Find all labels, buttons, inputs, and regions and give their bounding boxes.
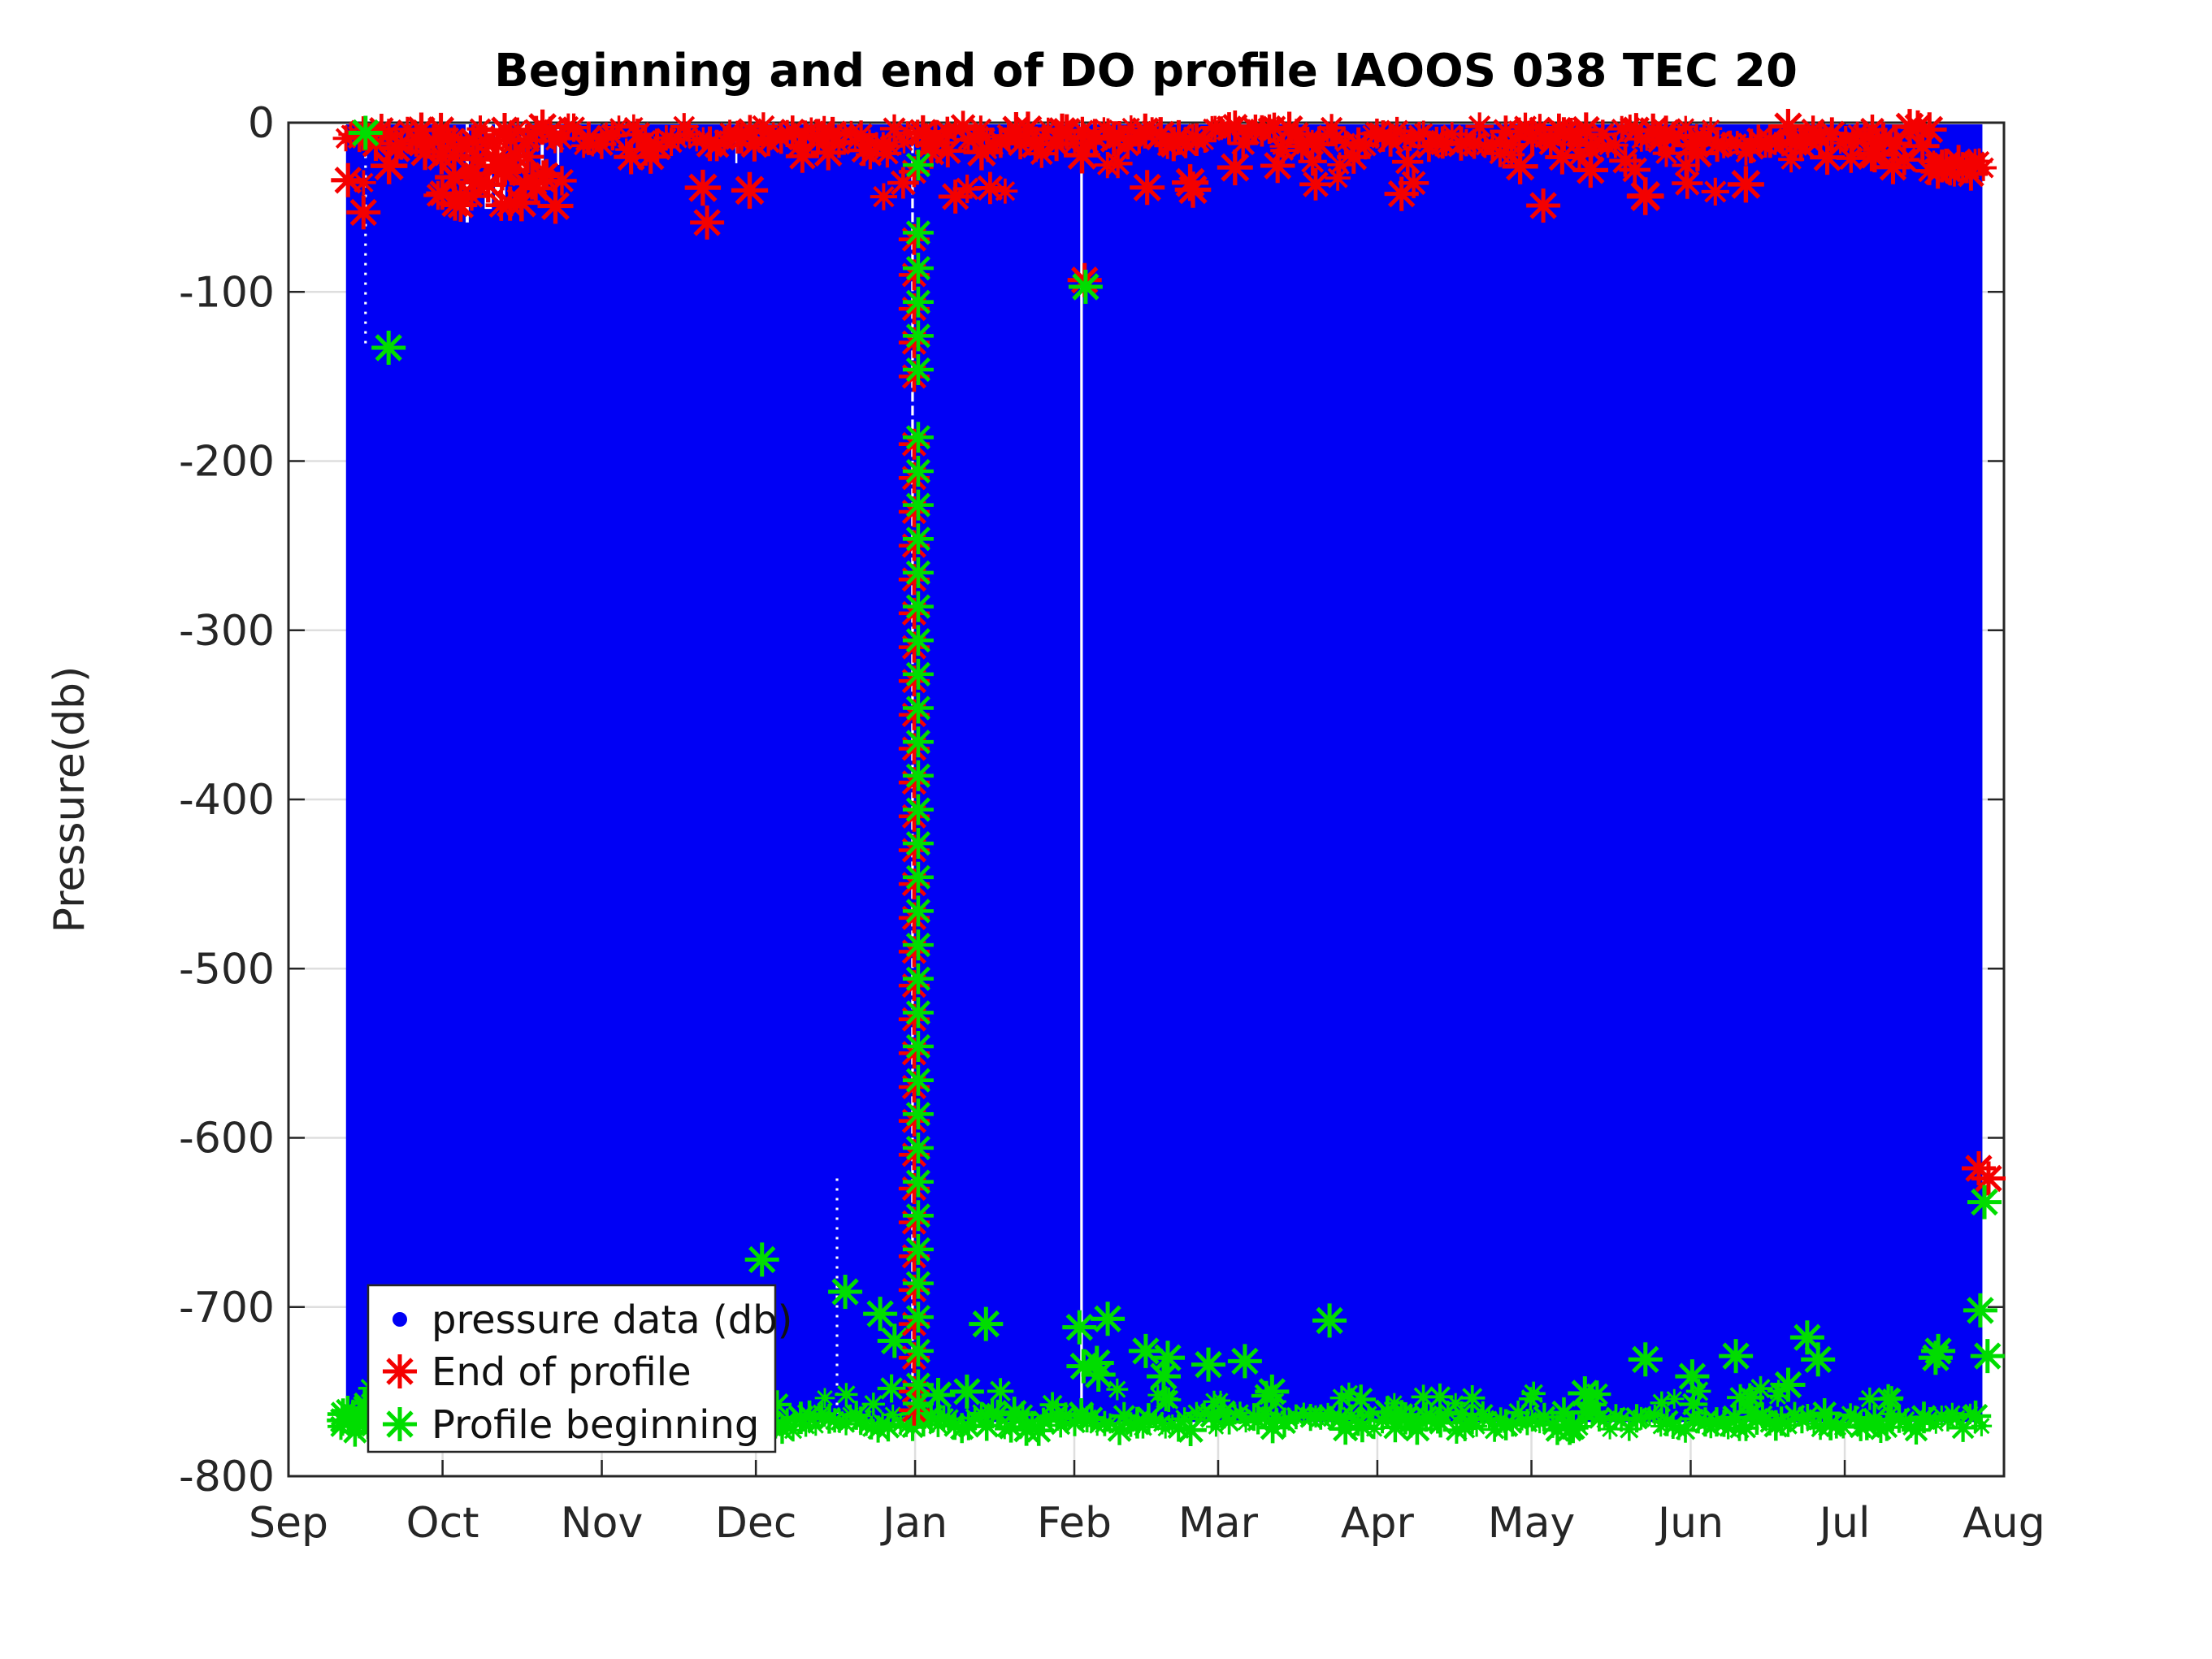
x-tick-Oct: Oct [406, 1499, 479, 1548]
x-tick-Jan: Jan [880, 1499, 948, 1548]
legend-end-asterisk-icon [383, 1354, 417, 1388]
y-tick--700: -700 [179, 1284, 275, 1332]
legend-box [366, 1284, 777, 1453]
x-tick-Apr: Apr [1341, 1499, 1415, 1548]
y-tick--400: -400 [179, 776, 275, 825]
y-tick--100: -100 [179, 268, 275, 317]
x-tick-Feb: Feb [1037, 1499, 1112, 1548]
legend-label-end: End of profile [432, 1349, 692, 1395]
legend-label-pressure: pressure data (db) [432, 1297, 792, 1343]
y-tick-0: 0 [248, 99, 275, 148]
y-tick--200: -200 [179, 438, 275, 487]
legend-label-begin: Profile beginning [432, 1402, 759, 1448]
x-tick-Jul: Jul [1817, 1499, 1871, 1548]
x-tick-May: May [1488, 1499, 1576, 1548]
legend: pressure data (db) End of profile Profil… [366, 1284, 792, 1453]
y-tick--600: -600 [179, 1115, 275, 1163]
x-tick-Sep: Sep [249, 1499, 328, 1548]
y-axis-label: Pressure(db) [46, 666, 94, 933]
y-tick-labels: 0 -100 -200 -300 -400 -500 -600 -700 -800 [179, 99, 275, 1501]
x-tick-Nov: Nov [561, 1499, 644, 1548]
x-tick-Aug: Aug [1963, 1499, 2045, 1548]
chart-title: Beginning and end of DO profile IAOOS 03… [494, 45, 1798, 97]
legend-begin-asterisk-icon [383, 1407, 417, 1441]
x-tick-Jun: Jun [1655, 1499, 1724, 1548]
y-tick--500: -500 [179, 945, 275, 994]
x-tick-labels: Sep Oct Nov Dec Jan Feb Mar Apr May Jun Jul Aug [249, 1499, 2045, 1548]
pressure-data-region [345, 124, 1983, 1423]
legend-dot-marker [393, 1312, 407, 1327]
x-tick-Dec: Dec [715, 1499, 797, 1548]
y-tick--300: -300 [179, 607, 275, 656]
y-tick--800: -800 [179, 1453, 275, 1501]
x-tick-Mar: Mar [1178, 1499, 1259, 1548]
